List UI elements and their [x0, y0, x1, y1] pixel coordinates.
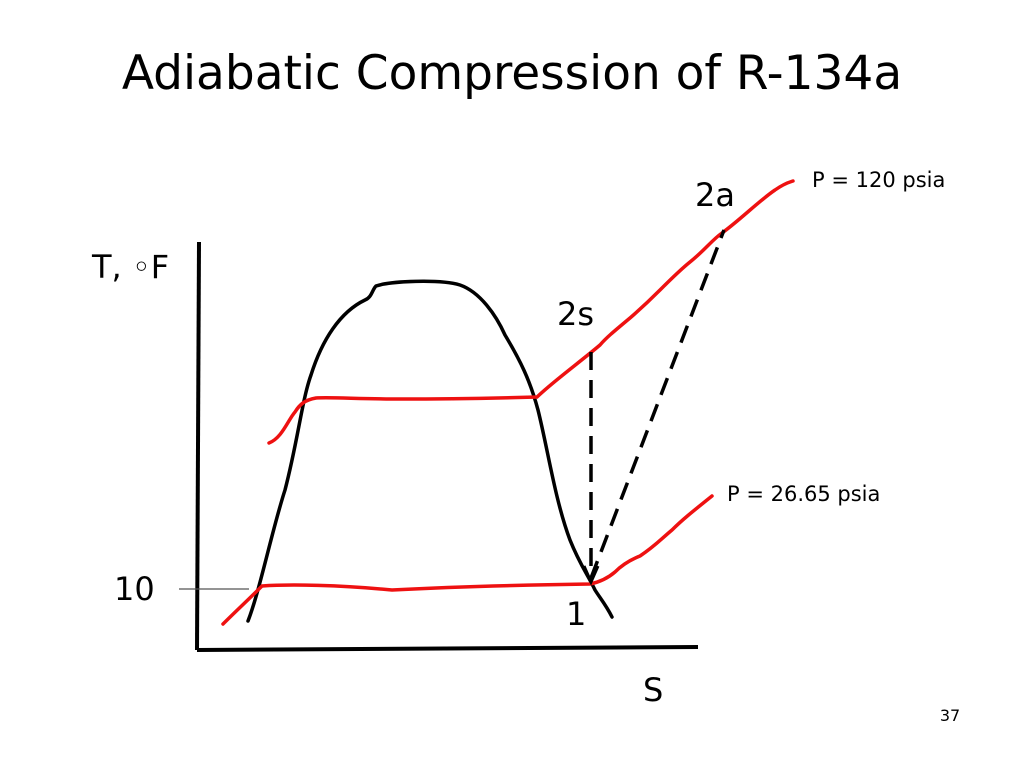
arrowhead-state-1 — [582, 565, 600, 586]
x-axis-label: S — [643, 671, 663, 709]
state-point-1-label: 1 — [566, 595, 586, 633]
isobar-low — [221, 494, 714, 626]
y-axis-label: T, ◦F — [91, 248, 169, 286]
x-axis — [196, 645, 699, 652]
slide-number: 37 — [939, 706, 961, 725]
actual-line-1-2a — [589, 229, 726, 579]
isobar-low-label: P = 26.65 psia — [727, 482, 880, 506]
state-point-2s-label: 2s — [557, 295, 594, 333]
isobar-high-label: P = 120 psia — [812, 168, 945, 192]
y-tick-label-10: 10 — [114, 570, 155, 608]
slide-title: Adiabatic Compression of R-134a — [121, 46, 903, 101]
saturation-dome — [246, 279, 614, 623]
y-axis — [195, 241, 201, 651]
state-point-2a-label: 2a — [695, 176, 735, 214]
